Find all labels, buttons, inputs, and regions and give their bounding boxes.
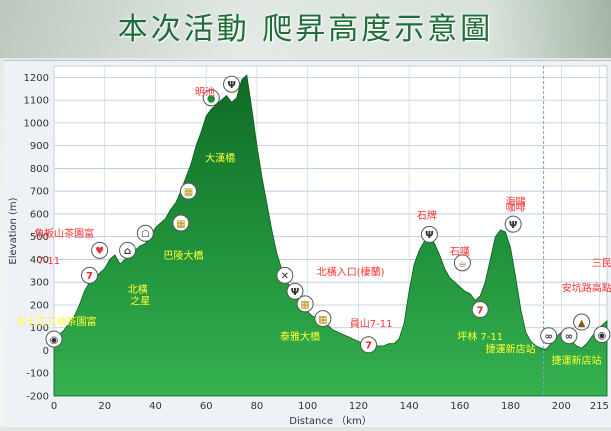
landmark-icon xyxy=(119,241,137,259)
waypoint-label: 北橫入口(棲蘭) xyxy=(317,265,385,278)
tools-icon xyxy=(276,266,294,284)
waypoint-label: 角板山茶園富 xyxy=(34,227,94,240)
y-axis-label: Elevation (m) xyxy=(8,197,19,264)
bridge-icon xyxy=(172,214,190,232)
y-tick-label: 800 xyxy=(30,164,49,175)
y-tick-label: 1000 xyxy=(24,118,49,129)
y-tick-label: 700 xyxy=(30,187,49,198)
waypoint-label: 北橫 xyxy=(128,283,148,296)
food-icon xyxy=(420,225,438,243)
tools-icon-glyph: ✕ xyxy=(281,271,289,282)
food-icon xyxy=(286,282,304,300)
x-tick-label: 0 xyxy=(51,401,57,412)
title-banner: 本次活動 爬昇高度示意圖 xyxy=(0,0,611,58)
waypoint-label: 大漢橋 xyxy=(205,152,235,165)
x-tick-label: 80 xyxy=(251,401,264,412)
waypoint-label: 捷運新店站 xyxy=(486,342,536,355)
y-tick-label: 900 xyxy=(30,141,49,152)
waypoint-label: 明池 xyxy=(195,86,215,99)
start-icon xyxy=(45,330,63,348)
y-tick-label: 1200 xyxy=(24,73,49,84)
bridge-icon xyxy=(314,310,332,328)
waypoint-label: 三民 xyxy=(592,258,611,270)
waypoint-label: 泰雅大橋 xyxy=(280,330,320,343)
bridge-icon-glyph: ▦ xyxy=(184,187,193,198)
waypoint-label: 台七乙三峽茶園富 xyxy=(17,315,97,328)
food-icon-glyph: Ψ xyxy=(425,230,434,241)
convenience-store-icon-glyph: 7 xyxy=(477,305,484,316)
y-tick-label: 0 xyxy=(43,346,49,357)
summit-icon xyxy=(573,313,591,331)
convenience-store-icon-glyph: 7 xyxy=(86,271,93,282)
waypoint-label: 海鷗 xyxy=(506,195,526,208)
bridge-icon-glyph: ▦ xyxy=(318,314,327,325)
waypoint-label: 之星 xyxy=(130,295,150,308)
convenience-store-icon-glyph: 7 xyxy=(365,341,372,352)
x-axis-label: Distance （km） xyxy=(289,415,371,427)
bridge-icon-glyph: ▦ xyxy=(176,219,185,230)
link-icon-glyph: ∞ xyxy=(544,331,552,342)
viewpoint-icon-glyph: ● xyxy=(207,94,216,105)
waypoint-label: 員山7-11 xyxy=(350,318,393,330)
food-icon xyxy=(223,75,241,93)
heart-icon-glyph: ♥ xyxy=(95,246,104,257)
coffee-icon-glyph: ☕ xyxy=(458,259,467,270)
link-icon xyxy=(540,327,558,345)
waypoint-label: 7-11 xyxy=(37,256,60,267)
waypoint-label: 安坑路高點 xyxy=(562,282,611,295)
elevation-chart: -200-10001002003004005006007008009001000… xyxy=(8,65,611,427)
landmark-icon-glyph: ⌂ xyxy=(124,246,131,257)
viewpoint-icon xyxy=(202,89,220,107)
x-tick-label: 200 xyxy=(552,401,571,412)
shop-icon-glyph: ☖ xyxy=(141,229,150,240)
x-tick-label: 180 xyxy=(501,401,520,412)
y-tick-label: -100 xyxy=(26,369,49,380)
food-icon-glyph: Ψ xyxy=(509,220,518,231)
waypoint-label: 捷運新店站 xyxy=(552,354,602,367)
finish-icon xyxy=(593,326,611,344)
elevation-area xyxy=(53,74,608,397)
y-tick-label: 400 xyxy=(30,255,49,266)
y-tick-label: 100 xyxy=(30,323,49,334)
food-icon xyxy=(504,215,522,233)
waypoint-label: 咖啡 xyxy=(506,202,526,214)
convenience-store-icon xyxy=(81,266,99,284)
y-tick-label: 200 xyxy=(30,300,49,311)
x-tick-label: 20 xyxy=(98,401,111,412)
summit-icon-glyph: ▲ xyxy=(578,318,586,329)
page-title: 本次活動 爬昇高度示意圖 xyxy=(117,12,494,47)
food-icon-glyph: Ψ xyxy=(291,287,300,298)
x-tick-label: 215 xyxy=(590,401,609,412)
waypoint-label: 石牌 xyxy=(417,209,437,222)
start-icon-glyph: ◉ xyxy=(50,335,59,346)
x-tick-label: 140 xyxy=(400,401,419,412)
link-icon-glyph: ∞ xyxy=(565,331,573,342)
bridge-icon xyxy=(296,295,314,313)
waypoint-label: 坪林 7-11 xyxy=(457,330,503,343)
coffee-icon xyxy=(453,254,471,272)
x-tick-label: 160 xyxy=(450,401,469,412)
convenience-store-icon xyxy=(471,301,489,319)
shop-icon xyxy=(136,224,154,242)
heart-icon xyxy=(91,241,109,259)
x-tick-label: 60 xyxy=(200,401,213,412)
food-icon-glyph: Ψ xyxy=(227,80,236,91)
y-tick-label: 500 xyxy=(30,232,49,243)
title-background xyxy=(0,0,611,58)
finish-icon-glyph: ◉ xyxy=(598,330,607,341)
bridge-icon-glyph: ▦ xyxy=(300,300,309,311)
y-tick-label: 1100 xyxy=(24,96,49,107)
x-tick-label: 120 xyxy=(349,401,368,412)
elevation-chart-panel: -200 -100 0 100 200 300 400 500 600 700 800 900 1000… xyxy=(4,60,611,427)
x-tick-label: 40 xyxy=(149,401,162,412)
y-tick-label: -200 xyxy=(26,392,49,403)
convenience-store-icon xyxy=(360,336,378,354)
y-tick-label: 600 xyxy=(30,209,49,220)
bridge-icon xyxy=(179,182,197,200)
waypoint-label: 石嘆 xyxy=(450,245,470,258)
x-tick-label: 100 xyxy=(298,401,317,412)
link-icon xyxy=(560,327,578,345)
waypoint-label: 巴陵大橋 xyxy=(163,249,203,262)
y-tick-label: 300 xyxy=(30,278,49,289)
